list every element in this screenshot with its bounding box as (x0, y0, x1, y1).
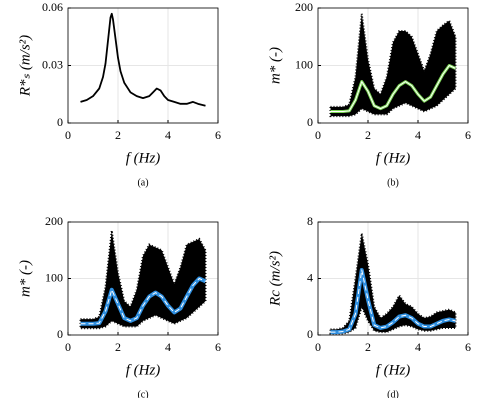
caption: (c) (137, 389, 148, 398)
x-tick-label: 4 (415, 340, 421, 354)
y-axis-label: Rc (m/s²) (267, 251, 283, 307)
y-tick-label: 0 (57, 327, 63, 341)
data-line (80, 278, 206, 325)
y-tick-label: 200 (295, 0, 313, 14)
scatter-cloud (329, 233, 457, 335)
panel: 0 2 4 6 0 100 200 f (Hz) m* (-) (b) (267, 0, 471, 188)
x-axis-label: f (Hz) (126, 362, 161, 378)
caption: (d) (387, 389, 399, 398)
x-tick-label: 4 (165, 128, 171, 142)
data-line (80, 12, 206, 107)
y-tick-label: 8 (307, 214, 313, 228)
scatter-cloud (79, 230, 207, 330)
data-line (330, 269, 456, 333)
caption: (a) (137, 177, 148, 188)
y-tick-label: 200 (45, 214, 63, 228)
x-tick-label: 0 (315, 128, 321, 142)
panel: 0 2 4 6 0 0.03 0.06 f (Hz) R*ₛ (m/s²) (a) (17, 0, 221, 188)
x-tick-label: 4 (165, 340, 171, 354)
axes-box (67, 7, 219, 124)
y-axis-label: m* (-) (17, 260, 33, 297)
scatter-cloud (329, 13, 457, 118)
panel: 0 2 4 6 0 4 8 f (Hz) Rc (m/s²) (d) (267, 214, 471, 398)
x-axis-label: f (Hz) (376, 150, 411, 166)
y-tick-label: 100 (295, 57, 313, 71)
axes-box (317, 221, 469, 336)
y-axis-label: R*ₛ (m/s²) (17, 35, 33, 97)
y-tick-label: 0 (57, 115, 63, 129)
data-line (330, 65, 456, 112)
x-tick-label: 0 (315, 340, 321, 354)
x-tick-label: 6 (465, 340, 471, 354)
x-tick-label: 0 (65, 340, 71, 354)
x-tick-label: 0 (65, 128, 71, 142)
y-tick-label: 0.03 (42, 57, 63, 71)
x-tick-label: 6 (215, 128, 221, 142)
y-tick-label: 0.06 (42, 0, 63, 14)
panel: 0 2 4 6 0 100 200 f (Hz) m* (-) (c) (17, 214, 221, 398)
caption: (b) (387, 177, 399, 188)
x-axis-label: f (Hz) (126, 150, 161, 166)
x-tick-label: 2 (115, 340, 121, 354)
axes-box (317, 7, 469, 124)
y-tick-label: 0 (307, 327, 313, 341)
y-axis-label: m* (-) (267, 47, 283, 84)
x-tick-label: 6 (465, 128, 471, 142)
y-tick-label: 4 (307, 270, 313, 284)
y-tick-label: 0 (307, 115, 313, 129)
y-tick-label: 100 (45, 270, 63, 284)
x-tick-label: 2 (365, 128, 371, 142)
x-tick-label: 2 (115, 128, 121, 142)
x-tick-label: 2 (365, 340, 371, 354)
x-axis-label: f (Hz) (376, 362, 411, 378)
x-tick-label: 6 (215, 340, 221, 354)
axes-box (67, 221, 219, 336)
x-tick-label: 4 (415, 128, 421, 142)
